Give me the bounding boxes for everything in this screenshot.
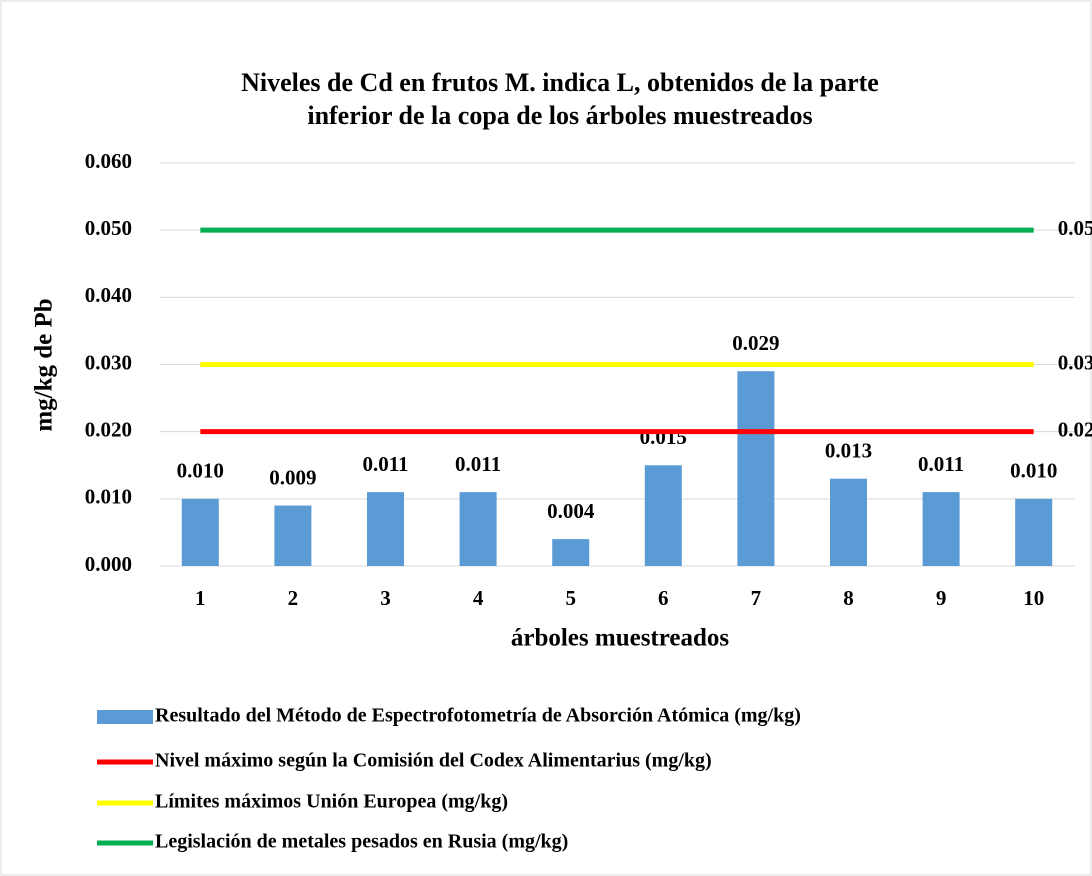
legend-swatch [97, 710, 153, 724]
data-label: 0.010 [1010, 459, 1057, 483]
y-tick-label: 0.000 [85, 552, 132, 576]
data-label: 0.015 [640, 425, 687, 449]
x-tick-label: 8 [843, 586, 854, 610]
x-tick-label: 5 [565, 586, 576, 610]
bar [737, 371, 775, 566]
data-label: 0.004 [547, 499, 595, 523]
bar [181, 498, 219, 566]
bar [644, 465, 682, 566]
legend-label: Nivel máximo según la Comisión del Codex… [155, 750, 712, 772]
x-tick-label: 1 [195, 586, 206, 610]
x-tick-label: 7 [751, 586, 762, 610]
x-tick-label: 10 [1023, 586, 1044, 610]
x-tick-label: 2 [288, 586, 299, 610]
data-label: 0.010 [177, 459, 224, 483]
data-label: 0.013 [825, 438, 872, 462]
x-axis-title: árboles muestreados [511, 625, 730, 652]
data-label: 0.02 [1058, 417, 1092, 441]
y-tick-label: 0.010 [85, 485, 132, 509]
data-label: 0.011 [455, 452, 501, 476]
chart-title: inferior de la copa de los árboles muest… [307, 101, 812, 130]
y-tick-label: 0.050 [85, 216, 132, 240]
y-tick-label: 0.030 [85, 350, 132, 374]
x-tick-label: 9 [936, 586, 947, 610]
legend-label: Legislación de metales pesados en Rusia … [155, 831, 568, 853]
bar [367, 492, 404, 566]
bar [922, 492, 960, 566]
chart-title: Niveles de Cd en frutos M. indica L, obt… [241, 68, 879, 97]
bar [830, 478, 867, 566]
x-tick-label: 3 [380, 586, 391, 610]
bar [274, 505, 312, 566]
data-label: 0.009 [269, 465, 316, 489]
y-axis-title: mg/kg de Pb [31, 298, 58, 431]
bar [1015, 498, 1053, 566]
legend-label: Resultado del Método de Espectrofotometr… [155, 705, 801, 727]
bar [459, 492, 497, 566]
legend-label: Límites máximos Unión Europea (mg/kg) [155, 791, 508, 813]
bar [552, 539, 590, 566]
x-tick-label: 6 [658, 586, 669, 610]
data-label: 0.03 [1058, 350, 1092, 374]
data-label: 0.011 [362, 452, 408, 476]
y-tick-label: 0.020 [85, 417, 132, 441]
y-tick-label: 0.040 [85, 283, 132, 307]
data-label: 0.011 [918, 452, 964, 476]
x-tick-label: 4 [473, 586, 484, 610]
y-tick-label: 0.060 [85, 149, 132, 173]
data-label: 0.05 [1058, 216, 1092, 240]
data-label: 0.029 [732, 331, 779, 355]
